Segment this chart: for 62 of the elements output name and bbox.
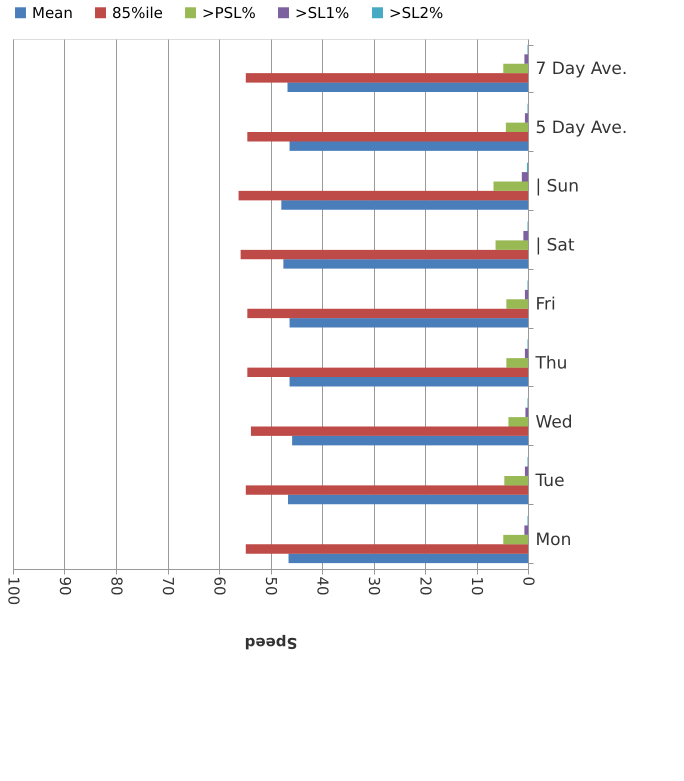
x-tick-label: 40	[314, 576, 332, 596]
bar	[504, 476, 528, 486]
x-tick-label: 50	[262, 576, 280, 596]
bar	[238, 190, 528, 200]
y-tick-label: Fri	[536, 294, 556, 314]
x-tick-label: 70	[159, 576, 177, 596]
bar	[525, 408, 528, 418]
legend-label: 85%ile	[112, 4, 163, 22]
bar	[283, 259, 528, 269]
bar	[247, 132, 528, 142]
x-tick-label: 0	[520, 576, 538, 586]
x-tick-label: 20	[416, 576, 434, 596]
y-tick-label: | Sun	[536, 176, 579, 197]
bar	[290, 377, 528, 386]
y-tick-label: Tue	[534, 471, 565, 492]
bar	[240, 250, 528, 260]
x-tick-label: 90	[56, 576, 74, 596]
bar	[246, 544, 528, 554]
bar	[290, 318, 528, 328]
bar	[522, 172, 528, 182]
legend-label: >PSL%	[202, 4, 256, 22]
bar	[524, 348, 528, 358]
bar	[503, 534, 528, 544]
legend-label: >SL2%	[389, 4, 444, 22]
y-tick-label: Wed	[536, 412, 573, 432]
x-axis-title: Speed	[244, 634, 298, 652]
y-tick-label: | Sat	[536, 236, 575, 256]
bar	[508, 417, 528, 426]
bar	[246, 485, 528, 495]
x-tick-label: 60	[210, 576, 228, 596]
bar	[524, 113, 528, 123]
bar	[523, 230, 528, 240]
bar	[506, 358, 528, 368]
x-tick-label: 10	[468, 576, 486, 596]
bar	[496, 240, 528, 250]
bar	[524, 290, 528, 300]
bar	[281, 200, 528, 210]
bar	[250, 426, 528, 436]
bar	[288, 494, 528, 504]
legend-label: Mean	[32, 4, 73, 22]
bar	[247, 308, 528, 318]
bar	[246, 73, 528, 83]
legend-label: >SL1%	[295, 4, 350, 22]
bar	[524, 54, 528, 64]
y-tick-label: 7 Day Ave.	[536, 58, 628, 79]
bar	[292, 436, 528, 446]
x-tick-label: 80	[108, 576, 126, 596]
bar	[288, 554, 528, 564]
x-tick-label: 100	[4, 576, 22, 606]
bar	[506, 122, 528, 132]
bar	[493, 182, 528, 191]
bar	[524, 466, 528, 476]
bar	[506, 299, 528, 309]
y-tick-label: Mon	[536, 530, 572, 550]
bar	[524, 525, 528, 535]
y-tick-label: 5 Day Ave.	[536, 118, 628, 138]
bar	[287, 82, 528, 92]
x-tick-label: 30	[365, 576, 383, 596]
bar	[290, 141, 528, 151]
bar	[503, 64, 528, 74]
y-tick-label: Thu	[534, 353, 568, 374]
bar	[247, 368, 528, 378]
